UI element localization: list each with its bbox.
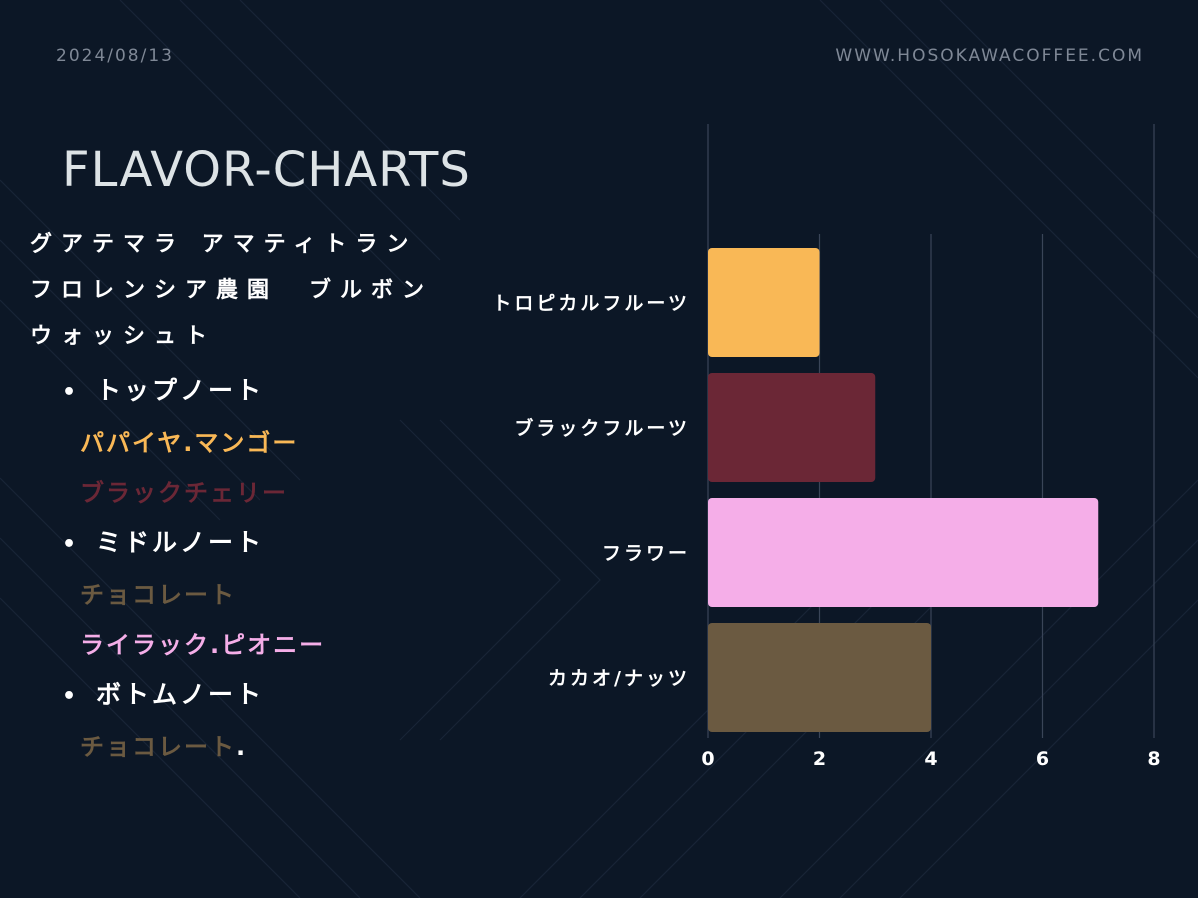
bottom-note-item-1: チョコレート.	[80, 722, 442, 772]
tick-label-8: 8	[1147, 748, 1160, 770]
bar-2	[708, 373, 876, 482]
bottom-note-item-1-text: チョコレート	[80, 733, 236, 761]
bullet-icon: •	[62, 380, 80, 405]
middle-note-heading: • ミドルノート	[62, 518, 442, 570]
tick-label-6: 6	[1036, 748, 1049, 770]
date-label: 2024/08/13	[56, 46, 174, 66]
category-label-4: カカオ/ナッツ	[548, 668, 690, 690]
flavor-notes: • トップノート パパイヤ.マンゴー ブラックチェリー • ミドルノート チョコレー…	[62, 366, 442, 772]
top-note-item-2: ブラックチェリー	[80, 479, 288, 507]
coffee-name: グアテマラ アマティトラン フロレンシア農園 ブルボン ウォッシュト	[30, 222, 460, 360]
bottom-note-item-1-tail: .	[236, 733, 248, 761]
bottom-note-label: ボトムノート	[96, 680, 265, 709]
bullet-icon: •	[62, 684, 80, 709]
coffee-name-line1: グアテマラ アマティトラン	[30, 232, 418, 257]
category-label-1: トロピカルフルーツ	[492, 293, 690, 315]
middle-note-item-1: チョコレート	[80, 581, 236, 609]
tick-label-0: 0	[701, 748, 714, 770]
coffee-name-line2: フロレンシア農園 ブルボン	[30, 278, 434, 303]
bottom-note-heading: • ボトムノート	[62, 670, 442, 722]
page-title: FLAVOR-CHARTS	[62, 142, 471, 198]
category-label-2: ブラックフルーツ	[514, 417, 690, 440]
tick-label-4: 4	[924, 748, 937, 770]
coffee-name-line3: ウォッシュト	[30, 324, 217, 349]
top-note-item-1: パパイヤ.マンゴー	[80, 429, 299, 457]
bar-4	[708, 623, 931, 732]
middle-note-item-2: ライラック.ピオニー	[80, 631, 326, 659]
top-note-heading: • トップノート	[62, 366, 442, 418]
bar-3	[708, 498, 1099, 607]
middle-note-label: ミドルノート	[96, 528, 265, 557]
bar-1	[708, 248, 820, 357]
bullet-icon: •	[62, 532, 80, 557]
tick-label-2: 2	[813, 748, 826, 770]
category-label-3: フラワー	[602, 543, 690, 565]
website-label: WWW.HOSOKAWACOFFEE.COM	[835, 46, 1144, 66]
top-note-label: トップノート	[96, 376, 265, 405]
